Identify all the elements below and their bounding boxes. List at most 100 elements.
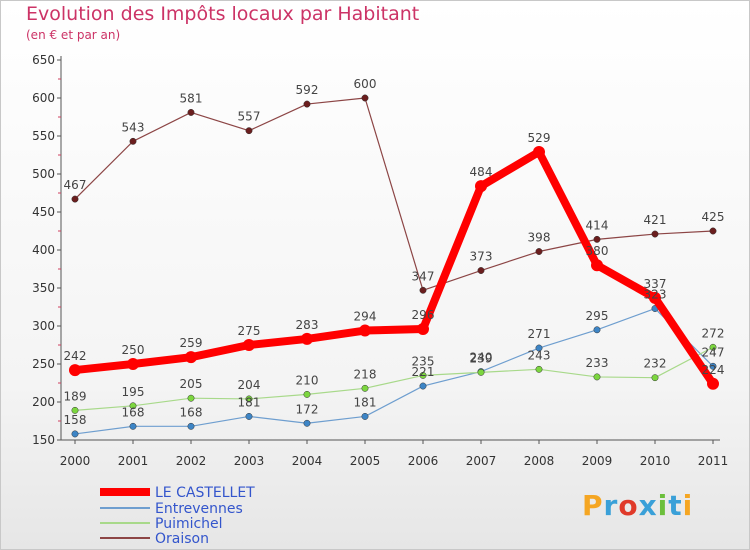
point-puimichel [71, 406, 79, 414]
point-oraison [187, 108, 195, 116]
point-oraison [71, 195, 79, 203]
point-puimichel [651, 374, 659, 382]
data-label-le-castellet: 337 [644, 277, 667, 291]
x-tick-label: 2009 [582, 454, 613, 468]
point-entrevennes [535, 344, 543, 352]
point-puimichel [129, 402, 137, 410]
series-layer [69, 94, 719, 438]
point-puimichel [245, 395, 253, 403]
x-tick-label: 2010 [640, 454, 671, 468]
data-label-oraison: 373 [470, 250, 493, 264]
data-label-le-castellet: 224 [702, 363, 725, 377]
proxiti-logo: Proxiti [582, 489, 693, 522]
point-le-castellet [185, 351, 197, 364]
point-entrevennes [303, 419, 311, 427]
data-label-le-castellet: 259 [180, 336, 203, 350]
point-puimichel [477, 368, 485, 376]
chart-subtitle: (en € et par an) [26, 28, 121, 42]
legend-label-oraison: Oraison [155, 531, 209, 547]
point-puimichel [709, 343, 717, 351]
point-oraison [129, 137, 137, 145]
data-label-entrevennes: 181 [238, 395, 261, 409]
point-puimichel [187, 394, 195, 402]
data-label-puimichel: 204 [238, 378, 261, 392]
data-label-puimichel: 272 [702, 326, 725, 340]
point-oraison [535, 248, 543, 255]
logo-letter: x [638, 489, 658, 522]
data-label-entrevennes: 240 [470, 351, 493, 365]
data-labels: 467 543 581 557 592 600 347 373 398 414 421 425 158 1… [64, 77, 725, 427]
data-label-oraison: 581 [180, 91, 203, 105]
y-tick-label: 500 [32, 167, 55, 181]
x-tick-label: 2011 [698, 454, 729, 468]
point-le-castellet [301, 332, 313, 345]
point-le-castellet [707, 377, 719, 390]
point-le-castellet [127, 358, 139, 370]
point-le-castellet [243, 339, 255, 351]
data-label-oraison: 592 [296, 83, 319, 97]
data-label-le-castellet: 294 [354, 310, 377, 324]
data-label-puimichel: 243 [528, 348, 551, 362]
point-entrevennes [71, 430, 79, 438]
point-oraison [709, 227, 717, 235]
logo-letter: i [657, 489, 669, 522]
point-entrevennes [361, 412, 369, 420]
logo-letter: P [582, 489, 604, 522]
point-entrevennes [419, 382, 427, 390]
point-oraison [419, 286, 427, 294]
x-tick-label: 2008 [524, 454, 555, 468]
point-le-castellet [69, 364, 81, 377]
series-line-entrevennes [74, 307, 714, 435]
point-oraison [303, 100, 311, 108]
y-tick-label: 350 [32, 281, 55, 295]
legend-label-entrevennes: Entrevennes [155, 501, 243, 517]
x-tick-label: 2000 [60, 454, 91, 468]
y-tick-label: 150 [32, 433, 55, 447]
y-tick-label: 400 [32, 243, 55, 257]
point-oraison [361, 94, 369, 102]
data-label-entrevennes: 168 [122, 405, 145, 419]
data-label-le-castellet: 380 [586, 244, 609, 258]
data-label-puimichel: 189 [64, 389, 87, 403]
logo-letter: r [603, 489, 619, 522]
point-le-castellet [533, 145, 545, 158]
data-label-entrevennes: 323 [644, 288, 667, 302]
point-entrevennes [187, 422, 195, 430]
data-label-puimichel: 205 [180, 377, 203, 391]
point-puimichel [593, 373, 601, 381]
point-le-castellet [475, 180, 487, 193]
data-label-puimichel: 218 [354, 367, 377, 381]
data-label-entrevennes: 172 [296, 402, 319, 416]
data-label-oraison: 421 [644, 213, 667, 227]
data-label-oraison: 467 [64, 178, 87, 192]
point-le-castellet [591, 259, 603, 272]
data-label-puimichel: 235 [412, 354, 435, 368]
data-label-le-castellet: 283 [296, 318, 319, 332]
series-line-puimichel [74, 346, 714, 411]
data-label-puimichel: 195 [122, 385, 145, 399]
logo-letter: t [668, 489, 683, 522]
x-tick-label: 2004 [292, 454, 323, 468]
y-tick-label: 600 [32, 91, 55, 105]
data-label-le-castellet: 275 [238, 324, 261, 338]
data-label-entrevennes: 247 [702, 345, 725, 359]
data-label-oraison: 543 [122, 120, 145, 134]
point-puimichel [361, 384, 369, 392]
logo-letter: o [618, 489, 639, 522]
point-le-castellet [417, 323, 429, 336]
data-label-oraison: 347 [412, 269, 435, 283]
data-label-puimichel: 233 [586, 356, 609, 370]
data-label-puimichel: 210 [296, 373, 319, 387]
data-label-le-castellet: 484 [470, 165, 493, 179]
point-entrevennes [129, 422, 137, 430]
point-entrevennes [593, 326, 601, 334]
point-oraison [593, 235, 601, 243]
data-label-puimichel: 239 [470, 351, 493, 365]
x-tick-label: 2005 [350, 454, 381, 468]
chart-title: Evolution des Impôts locaux par Habitant [26, 3, 420, 25]
data-label-le-castellet: 250 [122, 343, 145, 357]
y-tick-label: 300 [32, 319, 55, 333]
